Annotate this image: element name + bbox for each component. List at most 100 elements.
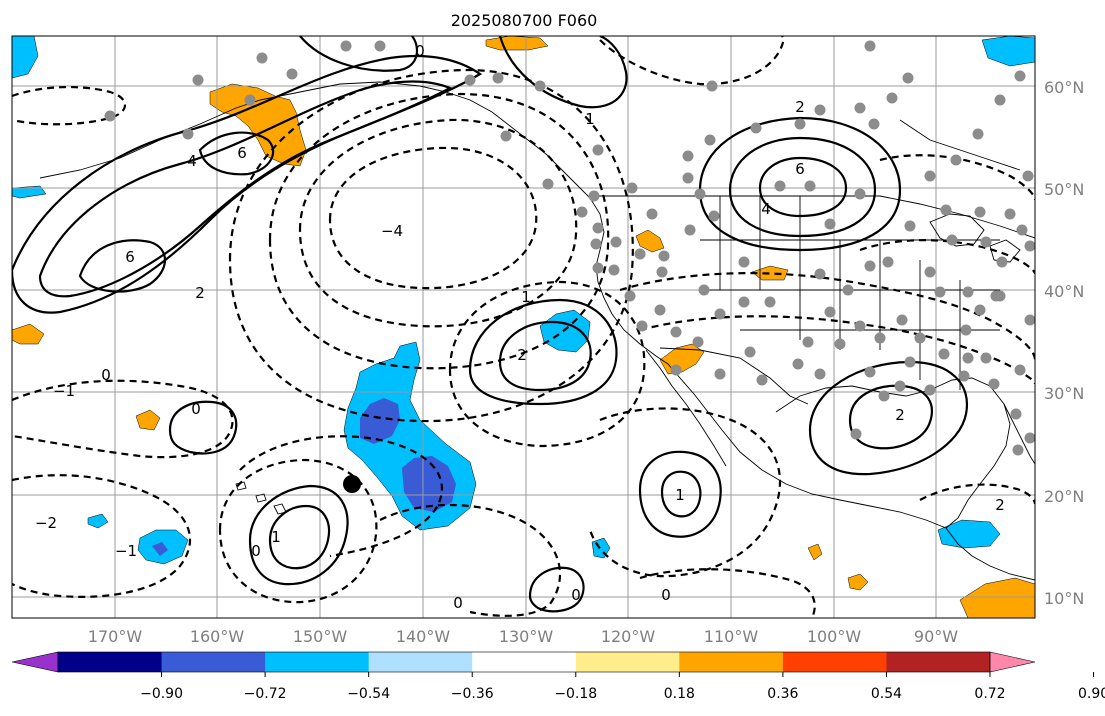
station-dot — [794, 118, 806, 130]
station-dot — [958, 370, 970, 382]
station-dot — [1004, 208, 1016, 220]
station-dot — [804, 180, 816, 192]
station-dot — [764, 296, 776, 308]
station-dot — [1014, 70, 1026, 82]
station-dot — [592, 144, 604, 156]
station-dot — [704, 134, 716, 146]
station-dot — [756, 374, 768, 386]
station-dot — [694, 188, 706, 200]
station-dot — [896, 314, 908, 326]
lat-label-40n: 40°N — [1044, 282, 1084, 301]
sky-blue-region-caribbean — [937, 519, 1001, 549]
contour-dash-central-band — [239, 435, 443, 558]
colorbar-tick-label: 0.90 — [1078, 686, 1105, 702]
coastline-florida — [1003, 403, 1035, 465]
shaded-regions — [12, 36, 1035, 618]
great-lakes — [929, 213, 1021, 263]
contour-label-4-west: 4 — [187, 152, 197, 170]
lon-label-130w: 130°W — [499, 627, 554, 646]
contour-solid-small-2 — [528, 566, 585, 613]
orange-region-small-3 — [807, 543, 823, 561]
contour-label-neg4-low: −4 — [381, 222, 403, 240]
map-panel: 6 6 6 4 4 2 2 2 2 0 0 0 0 0 0 −1 1 1 1 1 — [11, 35, 1036, 619]
station-dot — [824, 218, 836, 230]
station-dot — [774, 180, 786, 192]
station-dot — [636, 320, 648, 332]
station-dot — [634, 248, 646, 260]
contour-solid-alaska-high — [198, 131, 275, 176]
sky-blue-region-topleft — [12, 36, 39, 79]
contour-solid-canada-high-inner — [758, 156, 848, 218]
station-dot — [938, 348, 950, 360]
colorbar-tick-label: 0.18 — [664, 686, 695, 702]
station-dot — [714, 368, 726, 380]
station-dot — [878, 390, 890, 402]
station-dot — [850, 428, 862, 440]
station-dot — [904, 220, 916, 232]
contour-dash-ca-ring — [448, 280, 646, 448]
station-dot — [682, 150, 694, 162]
station-dot — [924, 266, 936, 278]
contour-solid-top-left — [299, 36, 419, 72]
contour-dash-south-center — [639, 568, 816, 618]
contour-label-0-west: 0 — [101, 366, 111, 384]
colorbar-segment — [472, 652, 577, 672]
station-dot — [874, 332, 886, 344]
colorbar-segment — [575, 652, 680, 672]
contour-label-2-gulf: 2 — [895, 406, 905, 424]
contour-dash-plains — [619, 272, 1035, 361]
station-dot — [886, 92, 898, 104]
station-dot — [1016, 224, 1028, 236]
station-dot — [940, 204, 952, 216]
station-dot — [946, 234, 958, 246]
lon-label-160w: 160°W — [190, 627, 245, 646]
lat-label-50n: 50°N — [1044, 180, 1084, 199]
colorbar: −0.90 −0.72 −0.54 −0.36 −0.18 0.18 0.36 0.54 0.7… — [11, 651, 1105, 702]
contour-label-1-hawaii: 1 — [271, 528, 281, 546]
contour-label-6-alaska: 6 — [237, 144, 247, 162]
contour-dash-south-low — [379, 503, 562, 617]
station-dot — [708, 210, 720, 222]
royal-blue-region-2 — [402, 456, 456, 512]
contour-label-2-caribbean: 2 — [995, 496, 1005, 514]
contour-solid-aleutian-mid — [38, 80, 453, 298]
contour-dash-broad-low — [228, 68, 634, 423]
station-dot — [626, 182, 638, 194]
contour-label-neg2-southwest: −2 — [35, 514, 57, 532]
station-dot — [588, 190, 600, 202]
contour-label-0-top: 0 — [415, 42, 425, 60]
station-dot — [658, 250, 670, 262]
colorbar-tick-label: −0.36 — [451, 686, 494, 702]
station-dot — [646, 208, 658, 220]
station-dot — [738, 296, 750, 308]
contour-solid-hawaii-high-outer — [248, 484, 349, 586]
station-dot — [1024, 432, 1035, 444]
station-dot — [972, 128, 984, 140]
station-dot — [542, 178, 554, 190]
orange-region-small-2 — [847, 573, 869, 591]
station-dot — [914, 332, 926, 344]
station-dot — [864, 260, 876, 272]
contour-solid-ep-high-outer — [638, 450, 722, 538]
contour-dash-west-low — [12, 379, 234, 459]
station-dot — [670, 364, 682, 376]
station-dot — [738, 256, 750, 268]
station-dot — [244, 94, 256, 106]
station-dot — [1024, 240, 1035, 252]
longitude-labels: 170°W 160°W 150°W 140°W 130°W 120°W 110°… — [88, 627, 958, 646]
contour-dash-gulf-alaska-mid — [298, 118, 578, 328]
border-us-canada — [596, 195, 1035, 239]
station-dot — [750, 122, 762, 134]
station-dot — [624, 290, 636, 302]
orange-region-nevada — [635, 229, 665, 253]
orange-region-baja — [659, 343, 705, 375]
lat-label-30n: 30°N — [1044, 384, 1084, 403]
station-dot — [182, 128, 194, 140]
colorbar-segment — [58, 652, 163, 672]
lon-label-100w: 100°W — [807, 627, 862, 646]
lon-label-150w: 150°W — [293, 627, 348, 646]
contour-dash-northwest — [12, 86, 127, 126]
station-dot — [592, 222, 604, 234]
contour-label-0-center: 0 — [661, 586, 671, 604]
